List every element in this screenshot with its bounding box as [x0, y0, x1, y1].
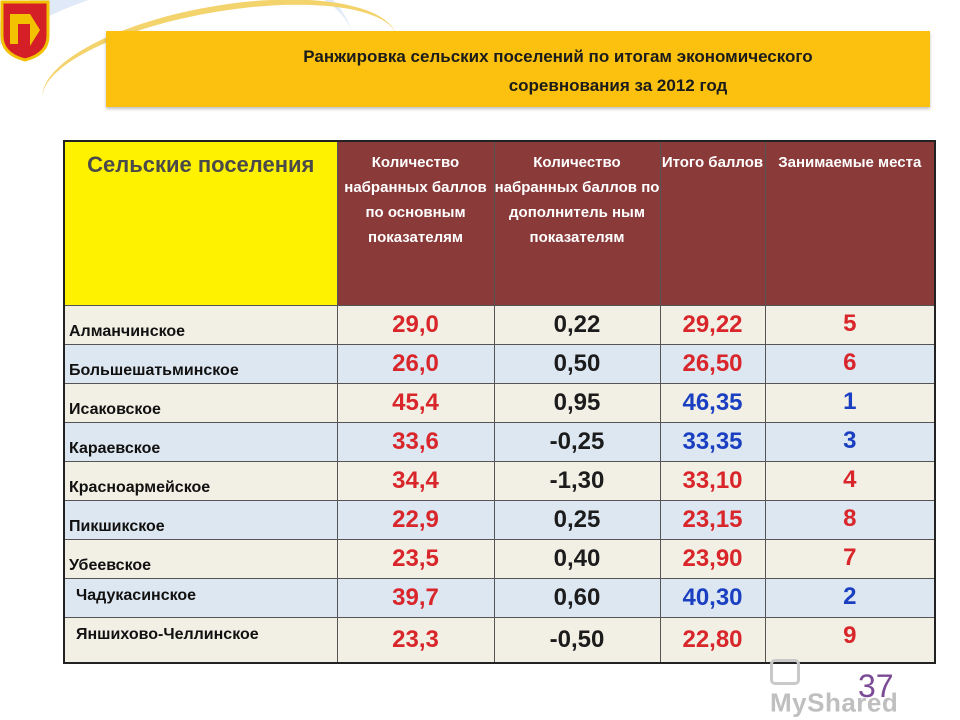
total-points: 33,10 — [659, 460, 766, 501]
table-row: Алманчинское 29,0 0,22 29,22 5 — [63, 304, 936, 345]
settlement-name: Красноармейское — [63, 460, 338, 501]
header-places: Занимаемые места — [764, 140, 936, 306]
header-total-points: Итого баллов — [659, 140, 766, 306]
table-row: Чадукасинское 39,7 0,60 40,30 2 — [63, 577, 936, 618]
table-row: Исаковское 45,4 0,95 46,35 1 — [63, 382, 936, 423]
extra-points: 0,95 — [493, 382, 661, 423]
place: 2 — [764, 577, 936, 618]
slide-title-line1: Ранжировка сельских поселений по итогам … — [303, 47, 813, 66]
settlement-name: Исаковское — [63, 382, 338, 423]
extra-points: 0,50 — [493, 343, 661, 384]
settlement-name: Яншихово-Челлинское — [63, 616, 338, 664]
extra-points: -0,25 — [493, 421, 661, 462]
table-header-row: Сельские поселения Количество набранных … — [63, 140, 936, 306]
main-points: 33,6 — [336, 421, 495, 462]
total-points: 33,35 — [659, 421, 766, 462]
table-row: Убеевское 23,5 0,40 23,90 7 — [63, 538, 936, 579]
watermark-screen-icon — [770, 659, 800, 686]
main-points: 29,0 — [336, 304, 495, 345]
place: 1 — [764, 382, 936, 423]
place: 7 — [764, 538, 936, 579]
settlement-name: Алманчинское — [63, 304, 338, 345]
total-points: 23,15 — [659, 499, 766, 540]
slide-title-line2: соревнования за 2012 год — [508, 76, 728, 95]
main-points: 22,9 — [336, 499, 495, 540]
table-row: Караевское 33,6 -0,25 33,35 3 — [63, 421, 936, 462]
extra-points: 0,40 — [493, 538, 661, 579]
place: 9 — [764, 616, 936, 664]
header-extra-points: Количество набранных баллов по дополните… — [493, 140, 661, 306]
settlement-name: Большешатьминское — [63, 343, 338, 384]
settlement-name: Чадукасинское — [63, 577, 338, 618]
place: 6 — [764, 343, 936, 384]
total-points: 22,80 — [659, 616, 766, 664]
watermark-text: MyShared — [770, 687, 899, 718]
extra-points: -1,30 — [493, 460, 661, 501]
place: 4 — [764, 460, 936, 501]
table-row: Красноармейское 34,4 -1,30 33,10 4 — [63, 460, 936, 501]
header-main-points: Количество набранных баллов по основным … — [336, 140, 495, 306]
main-points: 23,3 — [336, 616, 495, 664]
ranking-table: Сельские поселения Количество набранных … — [63, 140, 936, 664]
total-points: 46,35 — [659, 382, 766, 423]
settlement-name: Пикшикское — [63, 499, 338, 540]
slide-title-box: Ранжировка сельских поселений по итогам … — [106, 31, 930, 107]
main-points: 26,0 — [336, 343, 495, 384]
extra-points: -0,50 — [493, 616, 661, 664]
extra-points: 0,25 — [493, 499, 661, 540]
main-points: 39,7 — [336, 577, 495, 618]
total-points: 23,90 — [659, 538, 766, 579]
main-points: 23,5 — [336, 538, 495, 579]
total-points: 29,22 — [659, 304, 766, 345]
extra-points: 0,60 — [493, 577, 661, 618]
header-settlements: Сельские поселения — [63, 140, 338, 306]
settlement-name: Караевское — [63, 421, 338, 462]
place: 8 — [764, 499, 936, 540]
place: 5 — [764, 304, 936, 345]
main-points: 45,4 — [336, 382, 495, 423]
page-number: 37 — [858, 668, 894, 704]
table-row: Большешатьминское 26,0 0,50 26,50 6 — [63, 343, 936, 384]
table-row: Пикшикское 22,9 0,25 23,15 8 — [63, 499, 936, 540]
settlement-name: Убеевское — [63, 538, 338, 579]
main-points: 34,4 — [336, 460, 495, 501]
coat-of-arms-icon — [0, 0, 50, 62]
extra-points: 0,22 — [493, 304, 661, 345]
total-points: 26,50 — [659, 343, 766, 384]
watermark: MyShared — [770, 655, 930, 718]
table-row: Яншихово-Челлинское 23,3 -0,50 22,80 9 — [63, 616, 936, 664]
place: 3 — [764, 421, 936, 462]
total-points: 40,30 — [659, 577, 766, 618]
